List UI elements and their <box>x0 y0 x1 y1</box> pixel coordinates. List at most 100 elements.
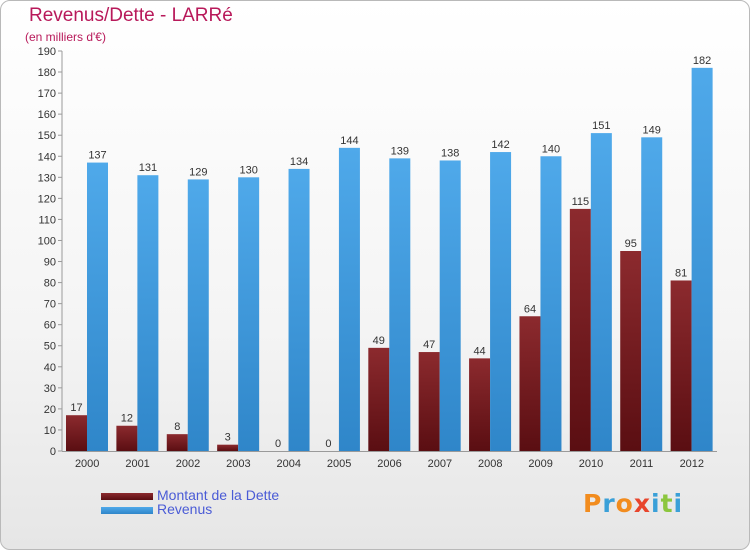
y-tick-label: 150 <box>38 130 56 142</box>
bar-debt <box>418 352 440 451</box>
data-label: 17 <box>70 402 82 414</box>
legend-label-debt: Montant de la Dette <box>157 487 280 503</box>
bar-revenue <box>389 158 411 452</box>
chart-subtitle: (en milliers d'€) <box>25 30 106 44</box>
data-label: 44 <box>473 345 485 357</box>
y-tick-label: 80 <box>44 278 56 290</box>
chart-bars <box>66 67 713 452</box>
bar-revenue <box>338 147 360 451</box>
y-tick-label: 140 <box>38 151 56 163</box>
bar-debt <box>569 208 591 451</box>
bar-revenue <box>641 137 663 451</box>
data-label: 115 <box>572 196 590 208</box>
y-tick-label: 50 <box>44 341 56 353</box>
bar-debt <box>519 316 541 451</box>
logo-letter: i <box>673 489 684 518</box>
data-label: 95 <box>625 238 637 250</box>
data-label: 0 <box>325 438 331 450</box>
data-label: 47 <box>423 339 435 351</box>
y-tick-label: 160 <box>38 109 56 121</box>
y-tick-label: 90 <box>44 257 56 269</box>
bar-revenue <box>490 152 512 452</box>
data-label: 3 <box>225 432 231 444</box>
data-label: 139 <box>391 145 409 157</box>
bar-debt <box>368 347 390 451</box>
y-tick-label: 30 <box>44 383 56 395</box>
y-tick-label: 20 <box>44 404 56 416</box>
y-tick-label: 60 <box>44 320 56 332</box>
chart-axes: 0102030405060708090100110120130140150160… <box>38 46 717 470</box>
x-tick-label: 2005 <box>327 458 351 470</box>
y-tick-label: 0 <box>50 446 56 458</box>
data-label: 49 <box>373 335 385 347</box>
legend-label-revenue: Revenus <box>157 501 213 517</box>
bar-debt <box>469 358 491 451</box>
y-tick-label: 170 <box>38 88 56 100</box>
data-label: 130 <box>239 164 257 176</box>
bar-revenue <box>288 168 310 452</box>
data-label: 140 <box>542 143 560 155</box>
logo-letter: i <box>651 489 661 518</box>
bar-debt <box>670 280 692 451</box>
bar-debt <box>166 434 188 451</box>
x-tick-label: 2001 <box>125 458 149 470</box>
x-tick-label: 2000 <box>75 458 99 470</box>
x-tick-label: 2002 <box>176 458 200 470</box>
bar-revenue <box>87 162 108 451</box>
data-label: 81 <box>675 267 687 279</box>
data-label: 137 <box>88 150 106 162</box>
data-label: 144 <box>340 135 358 147</box>
x-tick-label: 2004 <box>276 458 300 470</box>
bar-revenue <box>540 156 562 451</box>
data-label: 12 <box>121 413 133 425</box>
chart-title: Revenus/Dette - LARRé <box>29 5 233 26</box>
y-tick-label: 130 <box>38 172 56 184</box>
bar-revenue <box>590 133 612 451</box>
data-label: 151 <box>592 120 610 132</box>
data-label: 131 <box>139 162 157 174</box>
logo-letter: t <box>660 489 674 518</box>
data-label: 182 <box>693 55 711 67</box>
x-tick-label: 2003 <box>226 458 250 470</box>
y-tick-label: 180 <box>38 67 56 79</box>
bar-revenue <box>137 175 159 452</box>
data-label: 8 <box>174 421 180 433</box>
logo-letter: x <box>633 489 651 518</box>
data-label: 149 <box>643 124 661 136</box>
bar-debt <box>116 425 138 451</box>
bar-debt <box>66 415 87 451</box>
x-tick-label: 2012 <box>680 458 704 470</box>
logo-letter: r <box>602 489 616 518</box>
x-tick-label: 2006 <box>377 458 401 470</box>
y-tick-label: 110 <box>38 214 56 226</box>
x-tick-label: 2008 <box>478 458 502 470</box>
x-tick-label: 2011 <box>630 458 654 470</box>
data-label: 134 <box>290 156 308 168</box>
legend-swatch-revenue <box>101 507 153 514</box>
y-tick-label: 120 <box>38 193 56 205</box>
chart-value-labels: 17 12 8 3 0 0 49 47 44 64 115 95 81 137 131 129 130 134 14… <box>70 55 711 450</box>
proxiti-logo: Proxiti <box>583 489 683 518</box>
y-tick-label: 100 <box>38 235 56 247</box>
bar-revenue <box>691 67 713 451</box>
y-tick-label: 70 <box>44 299 56 311</box>
y-tick-label: 40 <box>44 362 56 374</box>
x-tick-label: 2009 <box>528 458 552 470</box>
data-label: 0 <box>275 438 281 450</box>
logo-letter: o <box>615 489 634 518</box>
bar-revenue <box>187 179 209 451</box>
y-tick-label: 10 <box>44 425 56 437</box>
bar-debt <box>217 444 239 451</box>
logo-letter: P <box>583 489 603 518</box>
bar-debt <box>620 251 642 451</box>
bar-revenue <box>238 177 260 451</box>
y-tick-label: 190 <box>38 46 56 58</box>
data-label: 138 <box>441 147 459 159</box>
data-label: 142 <box>491 139 509 151</box>
x-tick-label: 2007 <box>428 458 452 470</box>
x-tick-label: 2010 <box>579 458 603 470</box>
bar-revenue <box>439 160 461 451</box>
data-label: 64 <box>524 303 536 315</box>
